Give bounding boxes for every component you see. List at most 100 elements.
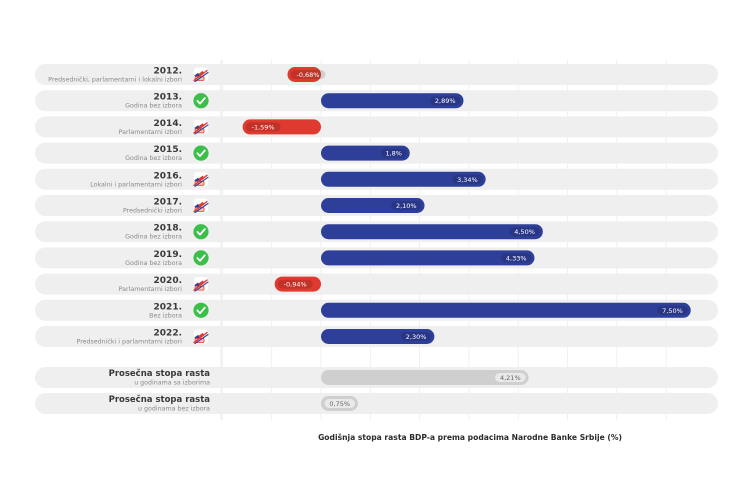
stroke-blue <box>194 202 209 214</box>
bar <box>242 119 321 135</box>
value-pill <box>324 399 355 408</box>
ballot-vote-icon <box>193 329 209 345</box>
checkmark-icon <box>193 145 209 161</box>
year-description: Lokalni i parlamentarni izbori <box>90 181 182 188</box>
value-pill <box>245 122 281 132</box>
value-pill <box>509 227 540 237</box>
year-row: 2015.Godina bez izbora 1,8% <box>35 142 718 164</box>
stroke-red <box>193 279 208 291</box>
value-pill <box>429 96 461 106</box>
value-pill <box>391 201 422 210</box>
data-label: 7,50% <box>662 307 683 315</box>
year-label: 2012. <box>154 67 182 77</box>
data-label: 4,21% <box>500 374 521 382</box>
flag-red <box>198 332 205 339</box>
checkmark-icon <box>193 224 209 240</box>
check-mark <box>196 306 206 315</box>
bar <box>321 250 535 266</box>
ballot-vote-icon <box>193 198 209 214</box>
value-pill <box>657 305 688 315</box>
flag-red <box>198 175 205 181</box>
bar <box>321 171 486 187</box>
checkmark-icon <box>193 93 209 109</box>
row-band <box>35 393 718 414</box>
year-description: Godina bez izbora <box>125 155 182 162</box>
checkmark-icon <box>193 250 209 266</box>
bar <box>321 224 543 240</box>
year-description: Godina bez izbora <box>125 234 182 241</box>
data-label: 0,75% <box>329 400 350 408</box>
flag-red <box>198 70 205 77</box>
ballot-vote-icon <box>193 67 209 83</box>
year-row: 2018.Godina bez izbora 4,50% <box>35 221 718 243</box>
check-circle <box>193 93 209 109</box>
year-description: Godina bez izbora <box>125 103 182 110</box>
check-circle <box>193 302 209 318</box>
check-circle <box>193 224 209 240</box>
average-title: Prosečna stopa rasta <box>109 394 211 405</box>
year-label: 2022. <box>154 329 182 339</box>
value-pill <box>290 70 326 79</box>
bar <box>287 67 321 82</box>
chart-caption: Godišnja stopa rasta BDP-a prema podacim… <box>318 433 622 442</box>
bar <box>321 329 435 344</box>
bar <box>321 93 464 109</box>
year-label: 2015. <box>154 145 182 155</box>
stroke-blue <box>194 176 209 187</box>
data-label: -0,94% <box>284 281 307 289</box>
average-title: Prosečna stopa rasta <box>109 368 211 379</box>
stroke-blue <box>194 333 209 345</box>
stroke-red <box>193 69 208 82</box>
stroke-red <box>193 331 208 344</box>
year-label: 2020. <box>154 276 182 286</box>
check-mark <box>196 97 206 105</box>
year-label: 2021. <box>154 302 182 312</box>
year-description: Predsednički, parlamentarni i lokalni iz… <box>48 76 182 84</box>
check-mark <box>196 149 206 157</box>
checkmark-icon <box>193 302 209 318</box>
data-label: -0,68% <box>296 71 319 79</box>
data-label: 2,89% <box>435 97 456 105</box>
year-label: 2019. <box>154 250 182 260</box>
ballot-vote-icon <box>193 119 209 135</box>
year-row: 2017.Predsednički izbori 2,10% <box>35 195 718 216</box>
data-label: 4,50% <box>514 228 535 236</box>
flag-red <box>198 201 205 208</box>
bar <box>321 370 529 385</box>
ballot-vote-icon <box>193 277 209 292</box>
bar <box>274 276 321 292</box>
stroke-blue <box>194 124 209 135</box>
year-description: Parlamentarni izbori <box>119 129 183 136</box>
value-pill <box>277 279 313 289</box>
stroke-blue <box>194 281 209 292</box>
year-description: Predsednički izbori <box>123 207 182 215</box>
stroke-red <box>193 174 208 187</box>
year-description: Godina bez izbora <box>125 260 182 267</box>
year-row: 2021.Bez izbora 7,50% <box>35 299 718 321</box>
year-row: 2012.Predsednički, parlamentarni i lokal… <box>35 64 718 85</box>
year-label: 2017. <box>154 198 182 208</box>
stroke-red <box>193 200 208 213</box>
stroke-blue <box>194 71 209 83</box>
value-pill <box>380 148 407 158</box>
data-label: 1,8% <box>385 150 402 158</box>
data-label: 4,33% <box>506 254 527 262</box>
year-row: 2019.Godina bez izbora 4,33% <box>35 247 718 269</box>
year-description: Bez izbora <box>149 312 182 319</box>
average-description: u godinama bez izbora <box>138 406 210 413</box>
year-label: 2013. <box>154 93 182 103</box>
data-label: 2,30% <box>406 333 427 341</box>
check-circle <box>193 250 209 266</box>
value-pill <box>400 332 432 341</box>
year-row: 2016.Lokalni i parlamentarni izbori 3,34% <box>35 168 718 190</box>
year-label: 2018. <box>154 224 182 234</box>
year-label: 2016. <box>154 171 182 181</box>
flag-red <box>198 280 205 286</box>
check-mark <box>196 228 206 236</box>
year-description: Predsednički i parlamntarni izbori <box>77 338 183 346</box>
bar <box>321 198 425 213</box>
bar <box>321 145 410 161</box>
